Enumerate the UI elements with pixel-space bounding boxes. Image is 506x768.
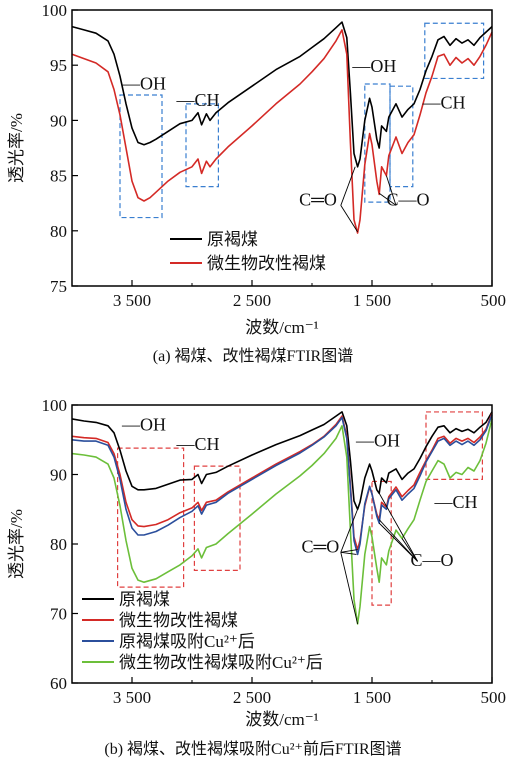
annotation-leader	[340, 552, 359, 625]
highlight-box	[389, 85, 414, 188]
annotation-leader	[378, 192, 397, 206]
highlight-box	[424, 22, 485, 80]
peak-annotation: —OH	[355, 431, 400, 451]
y-tick-label: 80	[50, 222, 67, 241]
series-line	[71, 29, 493, 234]
series-line	[71, 418, 493, 625]
annotation-leader	[401, 538, 418, 562]
y-tick-label: 60	[50, 674, 67, 693]
highlight-box	[119, 94, 163, 219]
panel-b-series-lines	[71, 411, 493, 625]
highlight-box	[185, 103, 220, 188]
annotation-leader	[340, 509, 359, 553]
highlight-box	[425, 411, 484, 480]
legend-label: 微生物改性褐煤吸附Cu²⁺后	[119, 653, 323, 672]
panel-a-y-ticks: 75 80 85 90 95 100	[42, 1, 78, 296]
peak-annotation: C—O	[386, 189, 429, 209]
legend-label: 微生物改性褐煤	[119, 611, 238, 630]
peak-annotation: —OH	[351, 56, 396, 76]
y-tick-label: 90	[50, 111, 67, 130]
peak-annotation: C—O	[410, 550, 453, 570]
x-tick-label: 1 500	[353, 291, 391, 310]
x-tick-label: 2 500	[233, 291, 271, 310]
legend-label: 原褐煤	[119, 590, 170, 609]
panel-a-highlight-boxes	[119, 22, 485, 219]
panel-b-x-ticks: 3 500 2 500 1 500 500	[71, 677, 506, 707]
peak-annotation: —CH	[421, 92, 465, 112]
x-tick-label: 2 500	[233, 688, 271, 707]
series-line	[71, 411, 493, 511]
panel-b-y-ticks: 60 70 80 90 100	[42, 396, 78, 693]
highlight-box	[193, 465, 241, 572]
legend-label: 原褐煤吸附Cu²⁺后	[119, 632, 255, 651]
y-tick-label: 75	[50, 277, 67, 296]
peak-annotation: C═O	[302, 536, 340, 556]
series-line	[71, 21, 493, 168]
x-tick-label: 1 500	[353, 688, 391, 707]
peak-annotation: —OH	[121, 73, 166, 93]
annotation-leader	[340, 205, 358, 233]
panel-b-y-axis-label: 透光率/%	[7, 509, 26, 579]
annotation-leader	[340, 166, 356, 206]
y-tick-label: 85	[50, 167, 67, 186]
panel-b-x-axis-label: 波数/cm⁻¹	[245, 710, 319, 729]
annotation-leader	[378, 522, 418, 562]
y-tick-label: 80	[50, 535, 67, 554]
peak-annotation: —OH	[121, 415, 166, 435]
x-tick-label: 500	[481, 291, 506, 310]
highlight-box	[116, 447, 185, 588]
panel-b-highlight-boxes	[116, 411, 484, 606]
legend-label: 原褐煤	[207, 230, 258, 249]
peak-annotation: C═O	[299, 189, 337, 209]
panel-a-y-axis-label: 透光率/%	[7, 113, 26, 183]
panel-b-annotations: —OH —CH —OH —CH C═O C—O	[121, 415, 478, 625]
peak-annotation: —CH	[433, 492, 477, 512]
panel-a-series-lines	[71, 21, 493, 234]
peak-annotation: —CH	[175, 434, 219, 454]
series-line	[71, 414, 493, 556]
panel-a-caption: (a) 褐煤、改性褐煤FTIR图谱	[153, 347, 353, 365]
x-tick-label: 3 500	[113, 688, 151, 707]
panel-a-plot-frame	[71, 9, 493, 287]
y-tick-label: 100	[42, 396, 68, 415]
annotation-leader	[385, 175, 397, 206]
panel-a-x-ticks: 3 500 2 500 1 500 500	[71, 280, 506, 310]
highlight-box	[364, 83, 391, 203]
annotation-leader	[340, 549, 358, 553]
y-tick-label: 70	[50, 605, 67, 624]
annotation-leader	[378, 493, 418, 562]
panel-b-caption: (b) 褐煤、改性褐煤吸附Cu²⁺前后FTIR图谱	[104, 740, 401, 758]
annotation-leader	[340, 551, 357, 555]
peak-annotation: —CH	[175, 90, 219, 110]
y-tick-label: 90	[50, 466, 67, 485]
legend-label: 微生物改性褐煤	[207, 254, 326, 273]
x-tick-label: 500	[481, 688, 506, 707]
y-tick-label: 100	[42, 1, 68, 20]
y-tick-label: 95	[50, 56, 67, 75]
panel-a-annotations: —OH —CH —OH —CH C═O C—O	[121, 56, 466, 233]
x-tick-label: 3 500	[113, 291, 151, 310]
panel-a-x-axis-label: 波数/cm⁻¹	[245, 318, 319, 337]
